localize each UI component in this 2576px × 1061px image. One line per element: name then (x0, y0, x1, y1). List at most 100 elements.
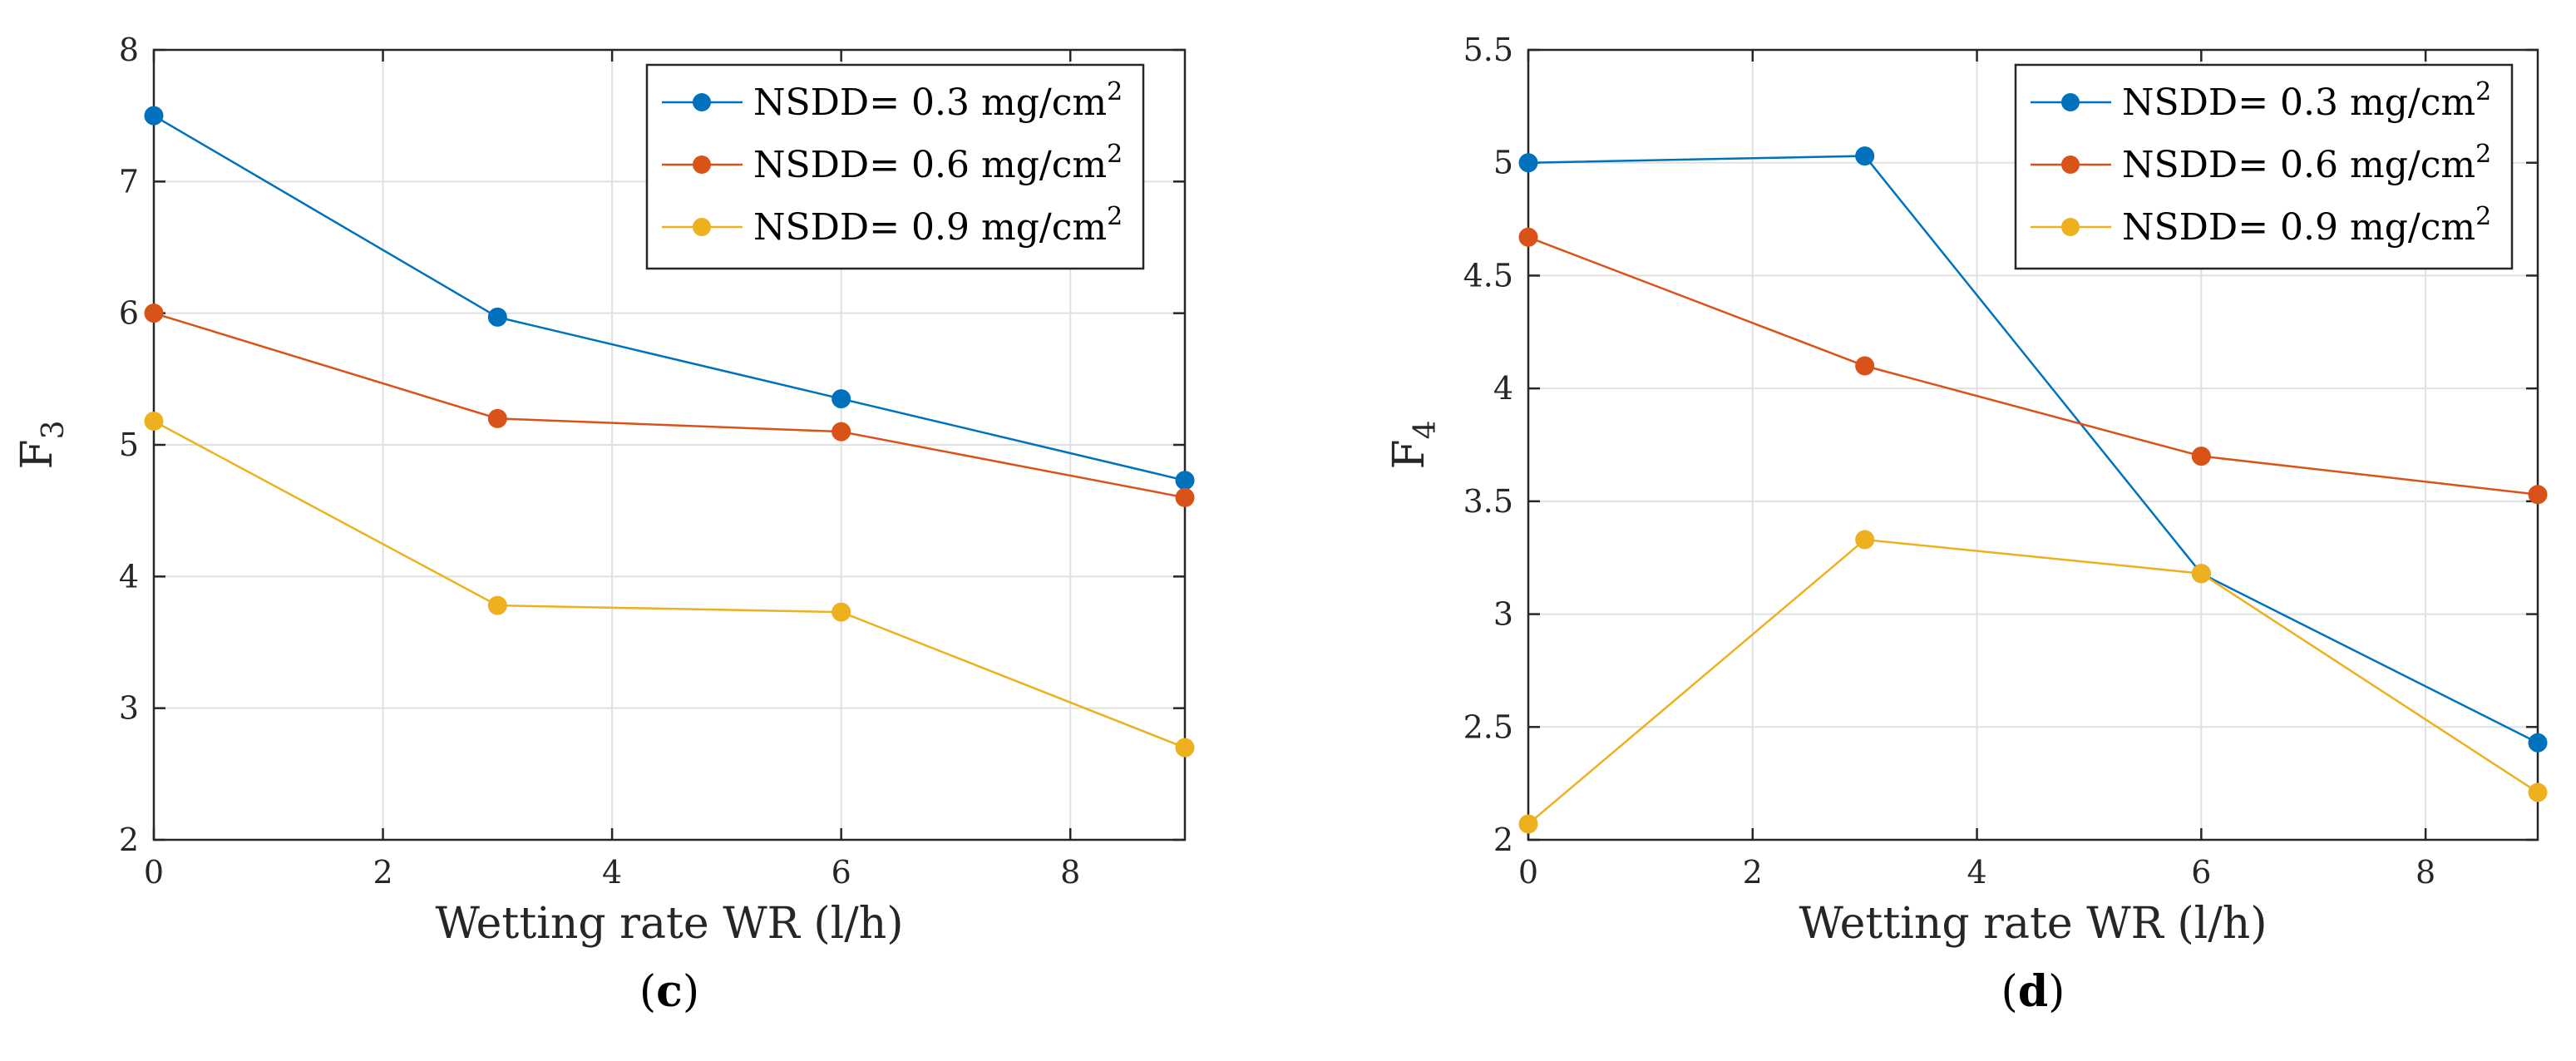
y-tick-label: 5.5 (1463, 32, 1513, 68)
y-tick-label: 3 (1493, 596, 1513, 633)
data-point (1175, 471, 1195, 491)
y-tick-label: 4 (1493, 370, 1513, 407)
x-tick-label: 6 (2191, 854, 2211, 891)
data-point (1855, 146, 1875, 166)
y-tick-label: 2.5 (1463, 708, 1513, 745)
legend-entry-text: NSDD= 0.3 mg/cm (2122, 81, 2475, 124)
legend-box (2014, 63, 2514, 270)
x-tick-label: 8 (2416, 854, 2435, 891)
legend-entry-superscript: 2 (2475, 140, 2491, 169)
x-tick-label: 6 (832, 854, 851, 891)
panel-label-close-paren: ) (2048, 967, 2065, 1017)
y-tick-label: 4.5 (1463, 257, 1513, 294)
legend-entry-superscript: 2 (2475, 77, 2491, 106)
legend-entry-text: NSDD= 0.9 mg/cm (2122, 206, 2475, 249)
y-tick-label: 5 (1493, 145, 1513, 181)
data-point (1518, 153, 1538, 173)
panel-label: (d) (2001, 966, 2065, 1017)
x-tick-label: 2 (373, 854, 392, 891)
x-tick-label: 0 (144, 854, 164, 891)
data-point (1855, 356, 1875, 376)
x-tick-label: 4 (1967, 854, 1986, 891)
y-tick-label: 7 (119, 163, 139, 200)
data-point (487, 408, 507, 428)
y-axis-label-subscript: 4 (1409, 421, 1443, 440)
x-axis-label: Wetting rate WR (l/h) (1799, 899, 2267, 949)
series-line-3 (1527, 538, 2539, 825)
x-tick-label: 0 (1518, 854, 1538, 891)
x-tick-label: 4 (602, 854, 622, 891)
panel-label: (c) (639, 966, 699, 1017)
data-point (2528, 485, 2548, 505)
legend-entry-label: NSDD= 0.9 mg/cm2 (753, 202, 1123, 249)
legend-marker (2061, 218, 2080, 236)
legend-entry-superscript: 2 (1107, 202, 1123, 231)
legend-marker (2061, 155, 2080, 174)
panel-label-letter: d (2018, 966, 2048, 1017)
data-point (1855, 530, 1875, 550)
data-point (1518, 814, 1538, 834)
data-point (2528, 782, 2548, 802)
plot-frame (1527, 48, 2539, 841)
data-point (144, 412, 164, 431)
data-point (144, 303, 164, 323)
legend-entry-superscript: 2 (1107, 77, 1123, 106)
y-axis-label: F3 (12, 421, 71, 470)
panel-label-letter: c (656, 966, 683, 1017)
y-tick-label: 2 (1493, 822, 1513, 858)
y-tick-label: 4 (119, 558, 139, 595)
y-tick-label: 3 (119, 690, 139, 727)
legend-entry-text: NSDD= 0.3 mg/cm (753, 81, 1107, 124)
legend-marker (693, 218, 711, 236)
y-axis-label-main: F (1384, 439, 1434, 469)
legend-entry-text: NSDD= 0.6 mg/cm (753, 144, 1107, 186)
legend-box (645, 63, 1145, 270)
legend-marker (693, 93, 711, 111)
legend-entry-label: NSDD= 0.6 mg/cm2 (2122, 140, 2491, 186)
data-point (144, 106, 164, 126)
x-tick-label: 8 (1060, 854, 1080, 891)
legend-entry-superscript: 2 (2475, 202, 2491, 231)
data-point (2528, 733, 2548, 753)
data-point (2191, 564, 2211, 584)
legend-marker (693, 155, 711, 174)
x-tick-label: 2 (1743, 854, 1763, 891)
y-tick-label: 2 (119, 822, 139, 858)
y-tick-label: 3.5 (1463, 483, 1513, 520)
legend-entry-label: NSDD= 0.3 mg/cm2 (753, 77, 1123, 124)
data-point (2191, 447, 2211, 466)
legend-marker (2061, 93, 2080, 111)
data-point (487, 307, 507, 327)
data-point (1518, 227, 1538, 247)
panel-label-open-paren: ( (2001, 967, 2018, 1017)
data-point (832, 389, 851, 409)
series-line-3 (153, 420, 1186, 749)
data-point (1175, 738, 1195, 758)
y-tick-label: 6 (119, 295, 139, 332)
legend-entry-label: NSDD= 0.6 mg/cm2 (753, 140, 1123, 186)
series-line-2 (153, 312, 1186, 499)
legend-entry-text: NSDD= 0.9 mg/cm (753, 206, 1107, 249)
x-axis-label: Wetting rate WR (l/h) (435, 899, 903, 949)
panel-label-open-paren: ( (639, 967, 656, 1017)
y-axis-label-main: F (12, 439, 62, 469)
series-line-1 (1527, 155, 2539, 744)
legend-entry-superscript: 2 (1107, 140, 1123, 169)
data-point (487, 595, 507, 615)
data-point (1175, 487, 1195, 507)
y-axis-label: F4 (1384, 421, 1443, 470)
y-tick-label: 8 (119, 32, 139, 68)
y-tick-label: 5 (119, 427, 139, 463)
data-point (832, 422, 851, 442)
legend-entry-text: NSDD= 0.6 mg/cm (2122, 144, 2475, 186)
data-point (832, 602, 851, 622)
series-line-1 (153, 115, 1186, 481)
panel-label-close-paren: ) (683, 967, 699, 1017)
legend-entry-label: NSDD= 0.9 mg/cm2 (2122, 202, 2491, 249)
y-axis-label-subscript: 3 (37, 421, 71, 440)
